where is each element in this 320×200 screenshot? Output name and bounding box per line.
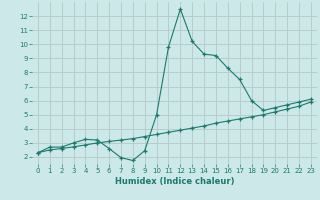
X-axis label: Humidex (Indice chaleur): Humidex (Indice chaleur) xyxy=(115,177,234,186)
